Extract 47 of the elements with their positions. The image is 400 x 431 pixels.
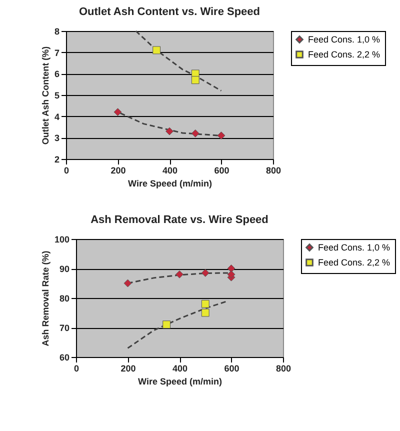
line-series [135, 30, 222, 92]
point [201, 268, 210, 277]
legend-label: Feed Cons. 2,2 % [318, 258, 390, 268]
point [124, 279, 132, 288]
x-axis-title: Wire Speed (m/min) [128, 178, 212, 188]
point [114, 108, 122, 116]
x-tick-label: 0 [74, 364, 80, 374]
y-tick-label: 7 [54, 48, 60, 58]
point [201, 308, 210, 317]
chart-title: Ash Removal Rate vs. Wire Speed [90, 214, 268, 226]
x-tick-label: 600 [214, 166, 230, 176]
y-tick-label: 6 [54, 69, 60, 80]
y-tick-label: 60 [59, 352, 70, 362]
x-tick-label: 200 [110, 166, 126, 176]
point [227, 270, 236, 278]
point [152, 46, 161, 54]
chart-title: Outlet Ash Content vs. Wire Speed [78, 6, 260, 18]
legend-label: Feed Cons. 2,2 % [308, 50, 380, 60]
y-tick-label: 2 [54, 154, 60, 164]
point [162, 320, 171, 329]
y-axis-title: Ash Removal Rate (%) [40, 250, 50, 346]
y-tick-label: 5 [54, 90, 60, 100]
point [176, 270, 184, 278]
y-tick-label: 100 [54, 234, 70, 244]
point [191, 76, 200, 84]
point [217, 132, 226, 140]
x-tick-label: 0 [64, 166, 70, 176]
x-tick-label: 400 [162, 166, 178, 176]
y-tick-label: 4 [54, 112, 60, 122]
y-tick-label: 3 [54, 133, 60, 144]
x-axis-title: Wire Speed (m/min) [138, 376, 222, 386]
line-series [127, 300, 227, 349]
x-tick-label: 800 [266, 166, 282, 176]
legend-label: Feed Cons. 1,0 % [308, 34, 380, 44]
x-tick-label: 800 [276, 364, 292, 374]
point [166, 127, 174, 136]
point [201, 300, 210, 308]
y-tick-label: 8 [54, 26, 60, 36]
x-tick-label: 400 [172, 364, 188, 374]
y-tick-label: 80 [59, 294, 70, 304]
y-axis-title: Outlet Ash Content (%) [40, 46, 50, 145]
y-tick-label: 90 [59, 264, 70, 274]
x-tick-label: 200 [120, 364, 136, 374]
legend-label: Feed Cons. 1,0 % [318, 242, 390, 252]
x-tick-label: 600 [224, 364, 240, 374]
point [191, 129, 200, 138]
y-tick-label: 70 [59, 323, 70, 333]
